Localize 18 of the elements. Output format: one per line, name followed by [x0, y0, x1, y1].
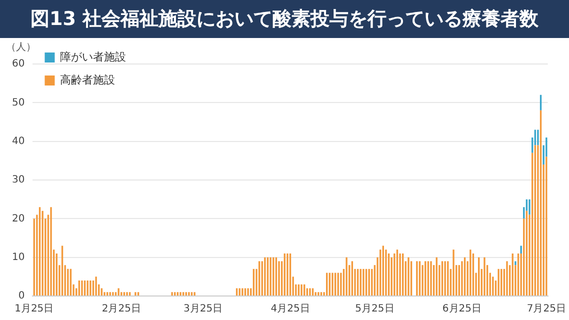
x-tick-label: 6月25日 [442, 304, 482, 315]
y-axis-title: （人） [6, 41, 36, 54]
legend-label: 高齢者施設 [60, 73, 116, 86]
x-tick-label: 7月25日 [526, 304, 566, 315]
x-tick-label: 4月25日 [270, 304, 310, 315]
y-tick-label: 20 [12, 213, 25, 224]
y-tick-label: 0 [18, 290, 25, 302]
x-tick-label: 3月25日 [183, 304, 223, 315]
x-tick-label: 2月25日 [102, 304, 141, 315]
y-tick-label: 30 [12, 174, 25, 186]
x-tick-label: 1月25日 [14, 304, 54, 315]
y-tick-label: 40 [12, 136, 25, 147]
legend-label: 障がい者施設 [60, 50, 126, 64]
y-tick-label: 60 [12, 58, 25, 70]
y-tick-label: 50 [12, 97, 25, 108]
x-tick-label: 5月25日 [355, 304, 394, 315]
chart-title: 図13 社会福祉施設において酸素投与を行っている療養者数 [0, 0, 569, 38]
y-tick-label: 10 [12, 252, 25, 263]
